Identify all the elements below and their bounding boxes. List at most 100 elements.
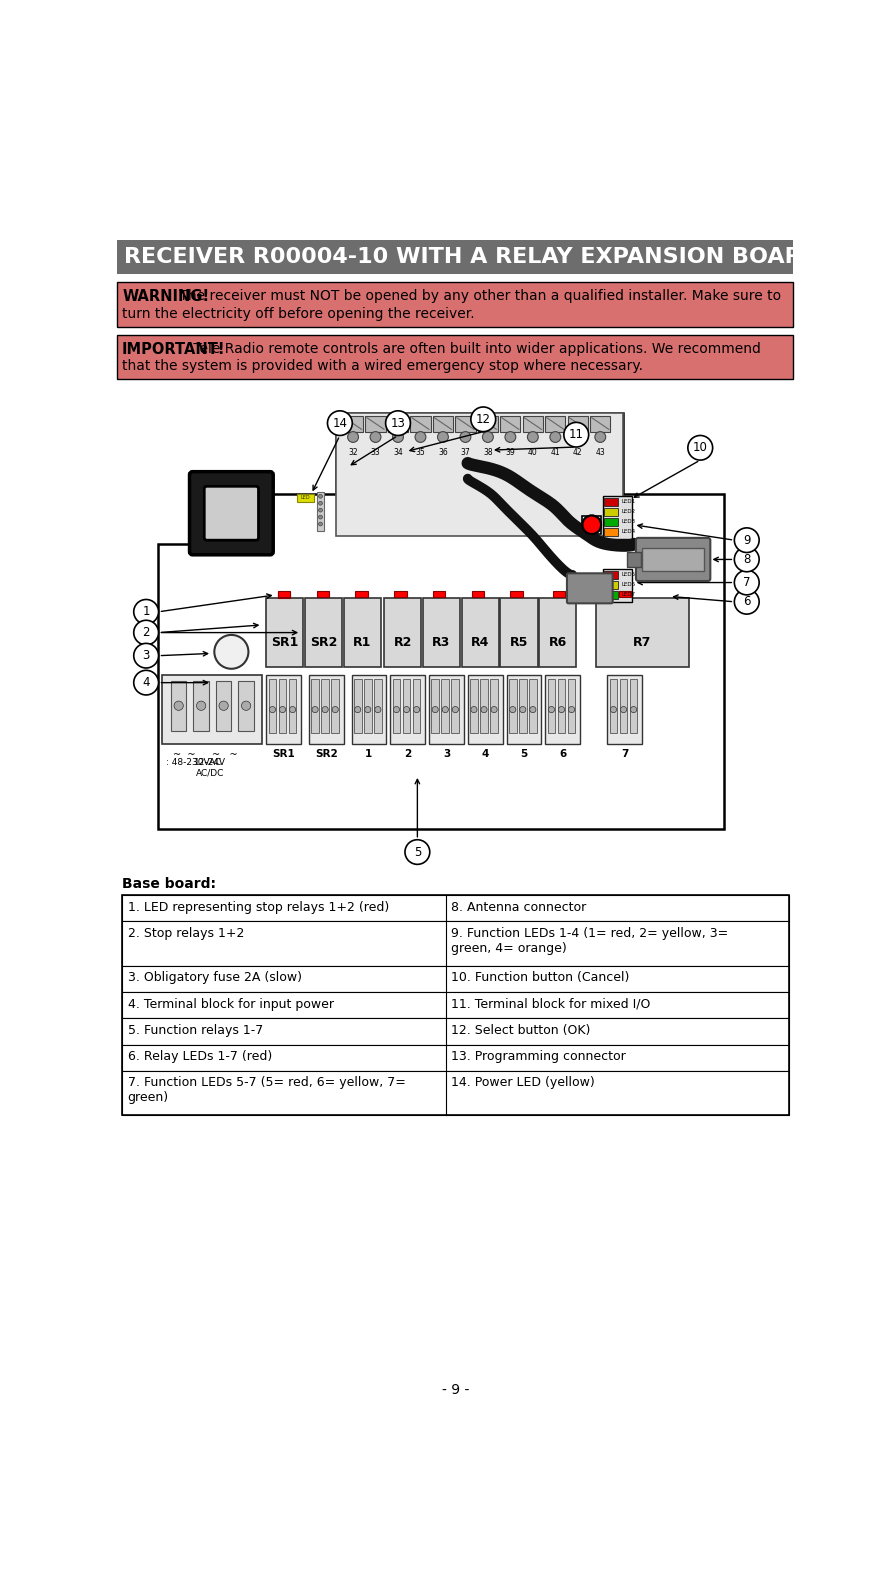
Circle shape xyxy=(289,707,295,712)
Circle shape xyxy=(319,508,322,513)
Text: RECEIVER R00004-10 WITH A RELAY EXPANSION BOARD: RECEIVER R00004-10 WITH A RELAY EXPANSIO… xyxy=(124,247,820,267)
FancyBboxPatch shape xyxy=(204,486,258,539)
Bar xyxy=(331,679,339,732)
Bar xyxy=(529,679,537,732)
Bar xyxy=(582,577,601,596)
Bar xyxy=(297,494,314,501)
Text: 5. Function relays 1-7: 5. Function relays 1-7 xyxy=(127,1024,263,1036)
Circle shape xyxy=(520,707,526,712)
Bar xyxy=(546,676,580,744)
Bar xyxy=(344,598,381,668)
Text: 42: 42 xyxy=(573,448,583,457)
Bar xyxy=(558,679,565,732)
Bar xyxy=(603,570,632,601)
Circle shape xyxy=(482,432,493,443)
Bar xyxy=(468,676,503,744)
Bar xyxy=(619,679,627,732)
Text: R6: R6 xyxy=(548,636,567,650)
Text: LED6: LED6 xyxy=(621,582,635,587)
Bar xyxy=(388,416,409,432)
Text: SR2: SR2 xyxy=(315,748,337,759)
Bar xyxy=(343,416,363,432)
Text: 35: 35 xyxy=(416,448,425,457)
Text: 36: 36 xyxy=(438,448,448,457)
Bar xyxy=(432,679,439,732)
Bar xyxy=(122,921,789,967)
Circle shape xyxy=(319,516,322,519)
Circle shape xyxy=(332,707,338,712)
Text: 41: 41 xyxy=(551,448,560,457)
Circle shape xyxy=(510,707,516,712)
Bar xyxy=(519,679,527,732)
Text: Tele Radio remote controls are often built into wider applications. We recommend: Tele Radio remote controls are often bui… xyxy=(189,342,761,356)
Text: that the system is provided with a wired emergency stop where necessary.: that the system is provided with a wired… xyxy=(122,359,643,373)
Text: 4: 4 xyxy=(142,676,150,690)
Text: 3. Obligatory fuse 2A (slow): 3. Obligatory fuse 2A (slow) xyxy=(127,971,302,984)
Bar xyxy=(309,676,344,744)
Circle shape xyxy=(415,432,426,443)
Bar xyxy=(510,592,522,596)
Bar xyxy=(590,416,611,432)
Bar xyxy=(279,679,287,732)
Circle shape xyxy=(134,671,158,694)
PathPatch shape xyxy=(158,413,724,829)
Text: 4. Terminal block for input power: 4. Terminal block for input power xyxy=(127,998,334,1011)
Text: 9: 9 xyxy=(743,533,750,547)
Bar xyxy=(604,528,618,536)
Bar xyxy=(433,592,445,596)
Text: 6: 6 xyxy=(743,595,750,609)
Bar xyxy=(402,679,410,732)
FancyBboxPatch shape xyxy=(636,538,710,581)
Text: 14: 14 xyxy=(332,416,347,430)
Bar xyxy=(122,1044,789,1071)
Bar xyxy=(317,592,329,596)
Circle shape xyxy=(481,707,487,712)
Bar xyxy=(278,592,290,598)
Text: 11. Terminal block for mixed I/O: 11. Terminal block for mixed I/O xyxy=(451,998,651,1011)
Bar xyxy=(239,682,254,731)
Circle shape xyxy=(620,707,627,712)
FancyBboxPatch shape xyxy=(567,573,612,603)
Bar xyxy=(288,679,296,732)
Bar xyxy=(506,676,541,744)
Circle shape xyxy=(214,634,248,669)
Bar xyxy=(122,895,789,921)
Text: 6. Relay LEDs 1-7 (red): 6. Relay LEDs 1-7 (red) xyxy=(127,1050,271,1063)
Circle shape xyxy=(414,707,420,712)
Bar xyxy=(384,598,421,668)
Circle shape xyxy=(219,701,228,710)
Text: : 48-230VAC: : 48-230VAC xyxy=(166,758,221,767)
Text: 8: 8 xyxy=(743,554,750,566)
Circle shape xyxy=(572,432,583,443)
Circle shape xyxy=(505,432,516,443)
Bar xyxy=(117,282,793,327)
Circle shape xyxy=(630,707,636,712)
Text: 10: 10 xyxy=(692,441,708,454)
Text: 12. Select button (OK): 12. Select button (OK) xyxy=(451,1024,591,1036)
Circle shape xyxy=(491,707,498,712)
Bar xyxy=(539,598,576,668)
Bar xyxy=(462,598,498,668)
Text: LED2: LED2 xyxy=(621,509,635,514)
Text: 10. Function button (Cancel): 10. Function button (Cancel) xyxy=(451,971,630,984)
FancyBboxPatch shape xyxy=(190,471,273,555)
Text: 1: 1 xyxy=(142,606,150,619)
Circle shape xyxy=(688,435,713,460)
Bar xyxy=(603,497,632,539)
Circle shape xyxy=(348,432,359,443)
Text: SR1: SR1 xyxy=(272,748,295,759)
Text: 13. Programming connector: 13. Programming connector xyxy=(451,1050,627,1063)
Bar xyxy=(352,676,386,744)
Text: IMPORTANT!: IMPORTANT! xyxy=(122,342,225,356)
Bar xyxy=(595,598,689,668)
Circle shape xyxy=(319,494,322,498)
Circle shape xyxy=(134,620,158,645)
Bar xyxy=(509,679,516,732)
Bar xyxy=(355,592,368,596)
Text: LED1: LED1 xyxy=(621,500,635,505)
Bar xyxy=(456,416,475,432)
Circle shape xyxy=(385,411,410,435)
Circle shape xyxy=(405,840,430,864)
Bar xyxy=(394,592,407,596)
Bar xyxy=(472,592,484,596)
